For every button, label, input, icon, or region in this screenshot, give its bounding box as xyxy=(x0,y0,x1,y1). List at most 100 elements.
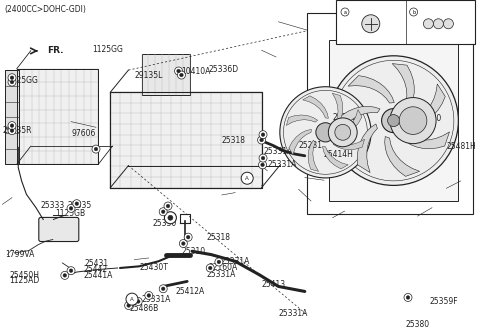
Circle shape xyxy=(178,71,185,79)
Circle shape xyxy=(67,204,75,212)
Text: 22412A: 22412A xyxy=(418,28,447,37)
Circle shape xyxy=(136,300,140,303)
Text: a: a xyxy=(344,9,347,14)
Circle shape xyxy=(10,80,14,84)
Text: 1125GG: 1125GG xyxy=(92,45,123,54)
Circle shape xyxy=(261,133,265,136)
Text: 25431: 25431 xyxy=(85,259,109,268)
Polygon shape xyxy=(110,92,262,188)
Text: a: a xyxy=(342,30,346,36)
Polygon shape xyxy=(287,115,318,125)
Circle shape xyxy=(181,242,185,245)
Circle shape xyxy=(8,78,16,86)
Circle shape xyxy=(145,291,153,299)
Polygon shape xyxy=(411,84,445,125)
Circle shape xyxy=(92,145,100,153)
Text: 1799VA: 1799VA xyxy=(5,250,34,259)
Text: FR.: FR. xyxy=(47,47,63,55)
Text: 25350: 25350 xyxy=(418,115,442,123)
Text: b: b xyxy=(412,9,415,14)
FancyBboxPatch shape xyxy=(39,217,79,242)
Text: 25318: 25318 xyxy=(222,136,246,144)
Polygon shape xyxy=(303,96,328,118)
Circle shape xyxy=(73,200,81,208)
Circle shape xyxy=(10,76,14,79)
Polygon shape xyxy=(401,132,449,149)
Circle shape xyxy=(329,56,458,185)
Text: 25331A: 25331A xyxy=(278,309,308,318)
Circle shape xyxy=(382,109,406,133)
Polygon shape xyxy=(339,110,362,135)
Circle shape xyxy=(159,208,167,216)
Circle shape xyxy=(444,19,454,29)
Polygon shape xyxy=(323,146,348,169)
Text: 25414H: 25414H xyxy=(324,150,354,159)
Circle shape xyxy=(63,274,67,277)
Text: 1125GG: 1125GG xyxy=(7,76,38,85)
Circle shape xyxy=(261,156,265,160)
Text: 25413: 25413 xyxy=(262,280,286,289)
Circle shape xyxy=(126,293,138,305)
Circle shape xyxy=(161,210,165,213)
Circle shape xyxy=(168,215,173,220)
Circle shape xyxy=(215,258,223,266)
Text: 25481H: 25481H xyxy=(446,142,476,151)
Circle shape xyxy=(409,8,418,16)
Text: 25336D: 25336D xyxy=(209,65,239,74)
Text: 25331A: 25331A xyxy=(267,160,297,169)
Circle shape xyxy=(184,233,192,241)
Text: 25380: 25380 xyxy=(406,321,430,329)
Circle shape xyxy=(259,131,267,139)
Circle shape xyxy=(159,285,167,293)
Circle shape xyxy=(161,287,165,290)
Circle shape xyxy=(261,163,264,166)
Circle shape xyxy=(387,115,399,127)
Circle shape xyxy=(175,67,182,75)
Text: A: A xyxy=(245,176,249,181)
Circle shape xyxy=(166,204,170,208)
Text: 22160A: 22160A xyxy=(209,264,238,272)
Text: 25328C: 25328C xyxy=(360,28,389,37)
Circle shape xyxy=(75,202,79,205)
Circle shape xyxy=(259,154,267,162)
Circle shape xyxy=(164,202,172,210)
Circle shape xyxy=(217,260,221,264)
Text: 29135L: 29135L xyxy=(134,71,163,80)
Text: 25430T: 25430T xyxy=(139,264,168,272)
Text: 25331A: 25331A xyxy=(263,147,292,156)
Circle shape xyxy=(280,87,371,178)
Circle shape xyxy=(341,8,349,16)
Text: 25330: 25330 xyxy=(153,219,177,228)
Circle shape xyxy=(8,74,16,82)
Text: 25318: 25318 xyxy=(206,233,230,242)
Circle shape xyxy=(67,267,75,275)
Circle shape xyxy=(69,269,73,272)
Circle shape xyxy=(125,302,132,310)
Circle shape xyxy=(241,172,253,184)
Text: (2400CC>DOHC-GDI): (2400CC>DOHC-GDI) xyxy=(4,5,86,14)
Text: 1125GB: 1125GB xyxy=(55,209,85,218)
Circle shape xyxy=(316,123,335,142)
Circle shape xyxy=(206,264,214,272)
Polygon shape xyxy=(289,129,312,155)
Text: A: A xyxy=(130,297,134,302)
Circle shape xyxy=(433,19,444,29)
Text: 25333: 25333 xyxy=(41,201,65,209)
Circle shape xyxy=(404,293,412,302)
Polygon shape xyxy=(392,64,414,110)
Circle shape xyxy=(335,124,351,140)
Text: 25359F: 25359F xyxy=(430,297,458,306)
Circle shape xyxy=(328,118,357,147)
Text: 25335: 25335 xyxy=(67,201,92,209)
Circle shape xyxy=(147,294,151,297)
Circle shape xyxy=(10,129,14,132)
Circle shape xyxy=(69,207,73,210)
Text: b: b xyxy=(403,30,408,36)
Polygon shape xyxy=(357,124,377,173)
Polygon shape xyxy=(348,76,394,103)
Circle shape xyxy=(406,296,410,299)
Text: 25310: 25310 xyxy=(181,248,205,256)
Circle shape xyxy=(258,136,265,144)
Circle shape xyxy=(259,161,266,169)
Circle shape xyxy=(8,122,16,130)
